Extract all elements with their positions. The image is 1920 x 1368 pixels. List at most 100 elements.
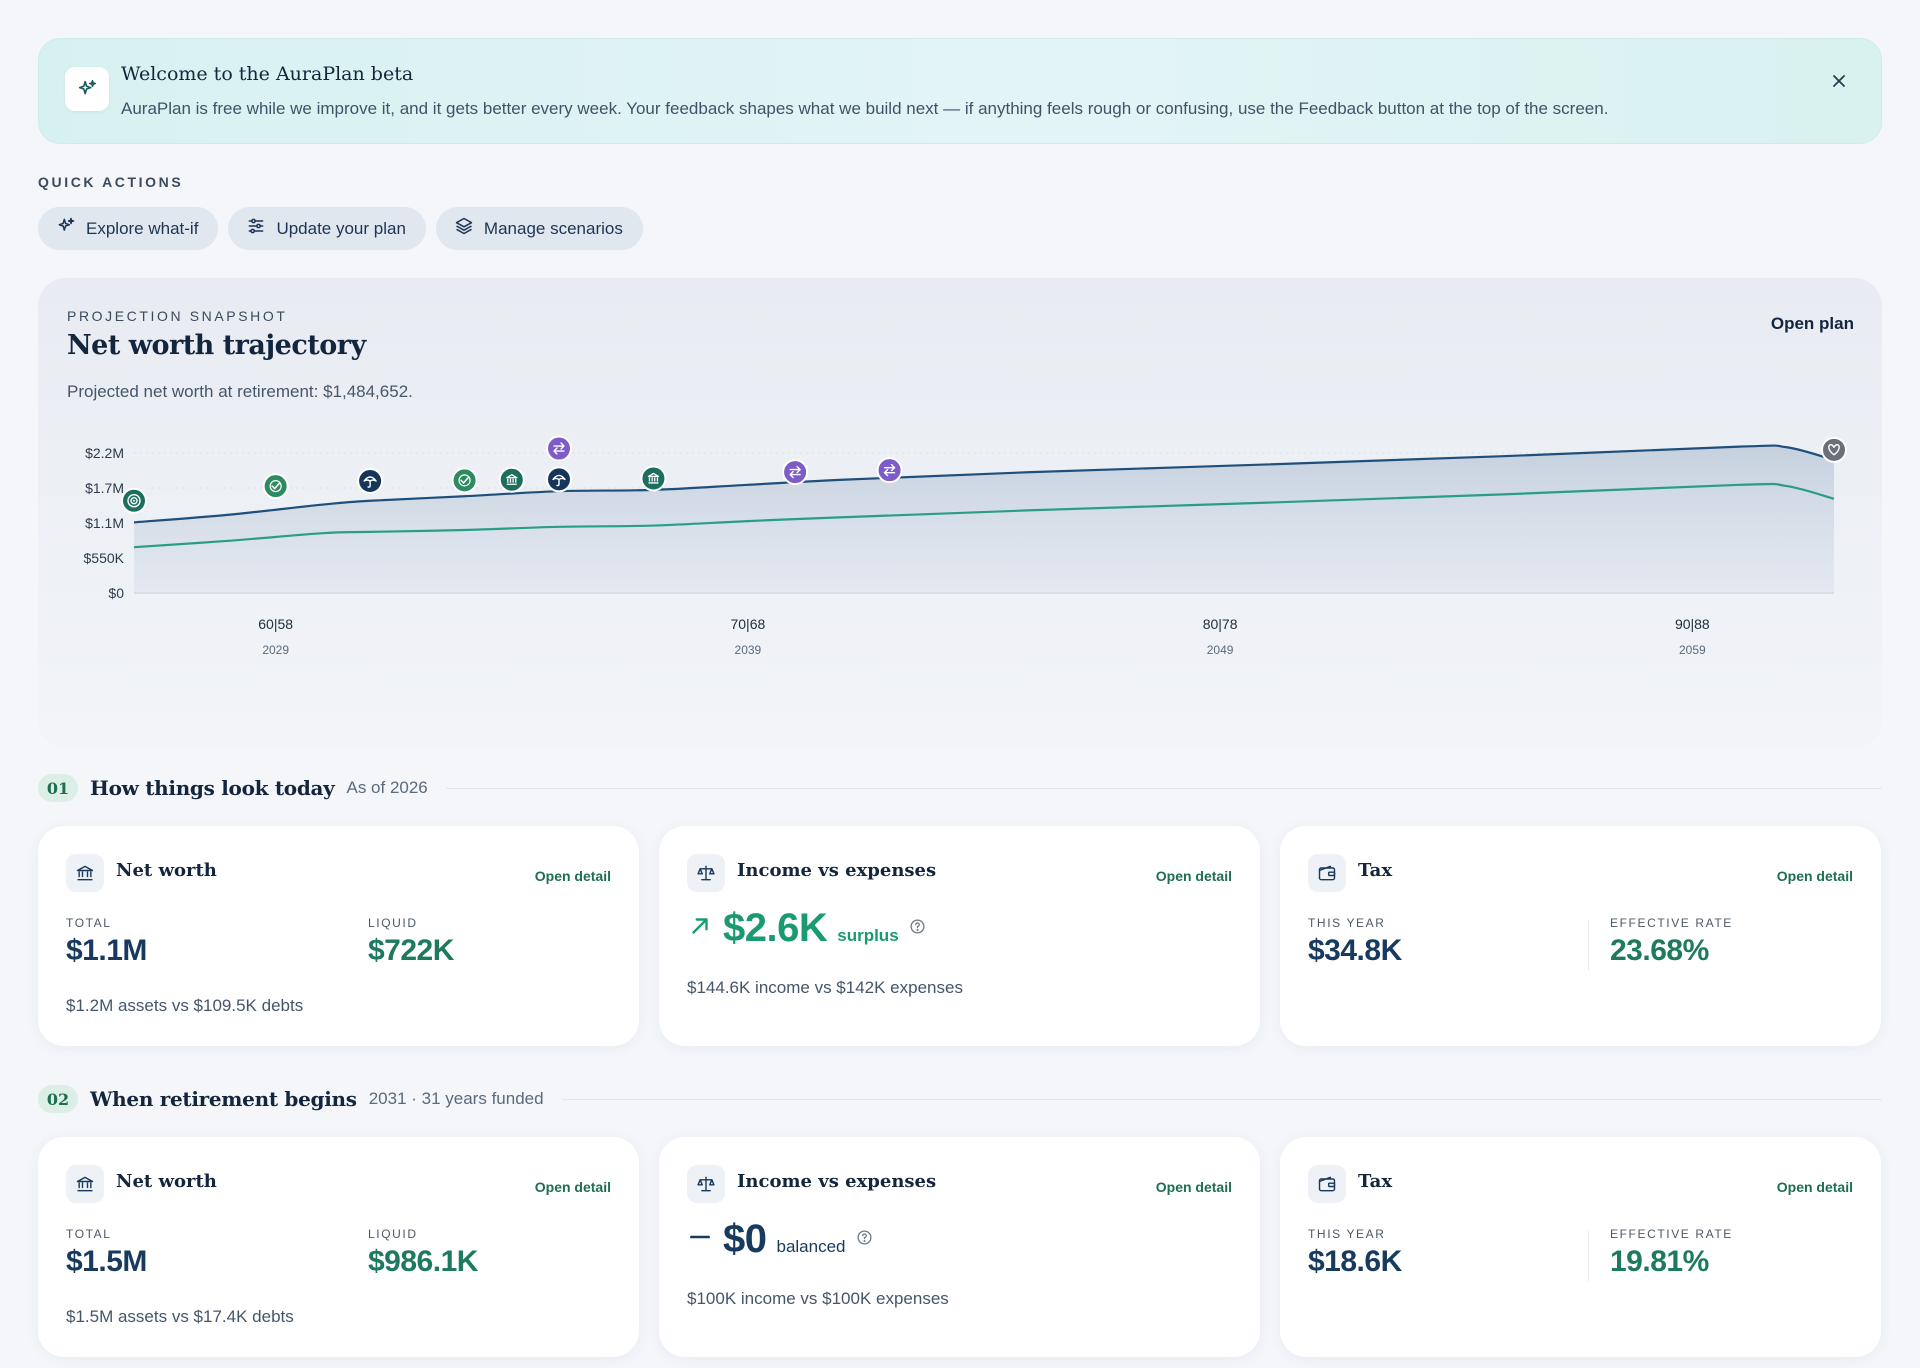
income-summary: $0 balanced [687,1217,873,1262]
umbrella-icon[interactable] [357,468,384,494]
card-title: Net worth [116,860,217,881]
heart-icon[interactable] [1821,436,1847,463]
assets-debts-note: $1.5M assets vs $17.4K debts [66,1307,294,1326]
close-icon[interactable] [1827,69,1851,93]
metric-divider [1588,1231,1589,1281]
liquid-label: LIQUID [368,1227,418,1241]
section-subtitle: 2031 · 31 years funded [368,1089,544,1108]
swap-icon[interactable] [876,457,903,484]
total-value: $1.5M [66,1245,147,1278]
this-year-value: $18.6K [1308,1245,1402,1278]
metric-divider [1588,920,1589,970]
x-tick-year: 2029 [262,643,289,657]
surplus-tag: surplus [837,926,899,945]
card-title: Income vs expenses [737,860,937,881]
help-icon[interactable] [856,1229,873,1251]
y-tick-label: $0 [108,585,124,601]
balance-tag: balanced [776,1237,846,1256]
effective-rate-label: EFFECTIVE RATE [1610,916,1733,930]
this-year-label: THIS YEAR [1308,1227,1386,1241]
check-icon[interactable] [451,467,478,494]
net-worth-area [134,445,1834,593]
sparkle-icon [65,67,109,111]
open-detail-link[interactable]: Open detail [1776,1179,1853,1195]
manage-scenarios-button[interactable]: Manage scenarios [435,207,643,250]
projection-title: Net worth trajectory [67,330,366,361]
umbrella-icon[interactable] [546,466,572,493]
networth-card-today: Net worth Open detail TOTAL $1.1M LIQUID… [38,826,639,1046]
open-detail-link[interactable]: Open detail [1776,868,1853,884]
x-tick-age: 70|68 [730,616,765,632]
welcome-banner: Welcome to the AuraPlan beta AuraPlan is… [38,38,1882,144]
x-tick-year: 2059 [1679,643,1706,657]
open-detail-link[interactable]: Open detail [534,1179,611,1195]
tax-card-retirement: Tax Open detail THIS YEAR $18.6K EFFECTI… [1280,1137,1881,1357]
tax-card-today: Tax Open detail THIS YEAR $34.8K EFFECTI… [1280,826,1881,1046]
projection-subtitle: Projected net worth at retirement: $1,48… [67,382,413,401]
x-tick-year: 2049 [1207,643,1234,657]
net-worth-chart: $2.2M $1.7M $1.1M $550K $0 60|58 2029 70|68 2039… [84,435,1847,657]
liquid-value: $986.1K [368,1245,478,1278]
sparkle-icon [56,216,76,241]
y-tick-label: $2.2M [85,445,124,461]
this-year-value: $34.8K [1308,934,1402,967]
section-title: How things look today [90,776,335,800]
quick-actions: Explore what-if Update your plan Manage … [38,207,643,250]
income-summary: $2.6K surplus [687,906,926,951]
swap-icon[interactable] [782,459,809,486]
trend-up-icon [687,913,713,944]
liquid-value: $722K [368,934,454,967]
total-value: $1.1M [66,934,147,967]
x-tick-age: 60|58 [258,616,293,632]
bank-icon[interactable] [640,465,667,492]
swap-icon[interactable] [546,435,572,462]
card-title: Tax [1358,1171,1393,1192]
effective-rate-value: 19.81% [1610,1245,1709,1278]
scale-icon [687,1165,725,1203]
effective-rate-label: EFFECTIVE RATE [1610,1227,1733,1241]
x-tick-age: 80|78 [1203,616,1238,632]
check-icon[interactable] [262,473,289,500]
bank-icon [66,1165,104,1203]
projection-card: PROJECTION SNAPSHOT Net worth trajectory… [38,278,1882,748]
chip-label: Update your plan [276,218,406,238]
section-title: When retirement begins [90,1087,357,1111]
wallet-icon [1308,854,1346,892]
layers-icon [454,216,474,241]
section-header-today: 01 How things look today As of 2026 [38,774,1882,802]
bank-icon[interactable] [498,466,525,493]
balance-value: $0 [723,1217,767,1261]
income-expense-note: $100K income vs $100K expenses [687,1289,949,1308]
income-card-retirement: Income vs expenses Open detail $0 balanc… [659,1137,1260,1357]
liquid-line [133,482,1835,549]
card-title: Net worth [116,1171,217,1192]
open-detail-link[interactable]: Open detail [1155,1179,1232,1195]
card-title: Income vs expenses [737,1171,937,1192]
x-tick-year: 2039 [735,643,762,657]
assets-debts-note: $1.2M assets vs $109.5K debts [66,996,304,1015]
update-plan-button[interactable]: Update your plan [228,207,426,250]
sliders-icon [246,216,266,241]
trend-flat-icon [687,1224,713,1255]
banner-title: Welcome to the AuraPlan beta [121,63,414,85]
card-title: Tax [1358,860,1393,881]
section-subtitle: As of 2026 [346,778,428,797]
section-number: 02 [38,1085,78,1113]
explore-what-if-button[interactable]: Explore what-if [38,207,219,250]
scale-icon [687,854,725,892]
open-detail-link[interactable]: Open detail [1155,868,1232,884]
banner-text: AuraPlan is free while we improve it, an… [121,99,1609,118]
section-divider [445,787,1882,789]
income-card-today: Income vs expenses Open detail $2.6K sur… [659,826,1260,1046]
open-detail-link[interactable]: Open detail [534,868,611,884]
open-plan-link[interactable]: Open plan [1770,314,1854,333]
section-number: 01 [38,774,78,802]
surplus-value: $2.6K [723,906,828,950]
help-icon[interactable] [909,918,926,940]
chip-label: Explore what-if [86,218,199,238]
quick-actions-label: QUICK ACTIONS [38,174,184,190]
total-label: TOTAL [66,1227,112,1241]
liquid-label: LIQUID [368,916,418,930]
section-header-retirement: 02 When retirement begins 2031 · 31 year… [38,1085,1882,1113]
target-icon[interactable] [121,487,147,514]
